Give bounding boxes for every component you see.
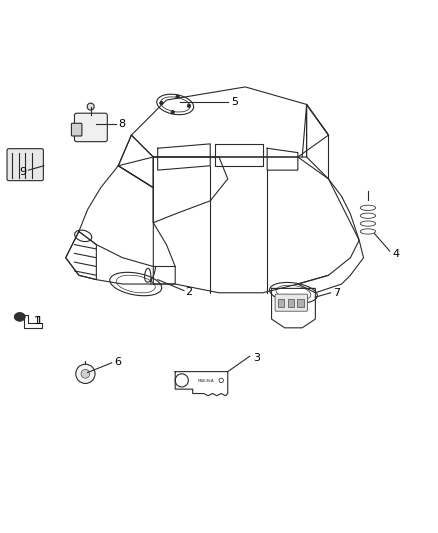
Bar [297,299,304,307]
Text: 3: 3 [253,353,260,362]
Bar [288,299,294,307]
Text: 1: 1 [36,316,43,326]
Circle shape [159,101,163,105]
Text: 6: 6 [114,357,121,367]
Text: 4: 4 [393,249,400,259]
Circle shape [87,103,94,110]
Circle shape [187,104,191,108]
Circle shape [171,110,174,114]
Text: 5: 5 [231,97,238,107]
Ellipse shape [14,312,25,321]
Text: M4636A: M4636A [198,379,214,383]
Text: 7: 7 [333,288,340,298]
FancyBboxPatch shape [7,149,43,181]
Text: 2: 2 [185,287,192,297]
Circle shape [81,369,90,378]
Circle shape [176,95,180,99]
Circle shape [76,364,95,383]
FancyBboxPatch shape [71,123,82,136]
Text: 8: 8 [118,119,125,129]
Text: 1: 1 [34,316,41,326]
Bar [278,299,284,307]
FancyBboxPatch shape [275,294,307,311]
FancyBboxPatch shape [74,113,107,142]
Text: 9: 9 [19,167,26,177]
